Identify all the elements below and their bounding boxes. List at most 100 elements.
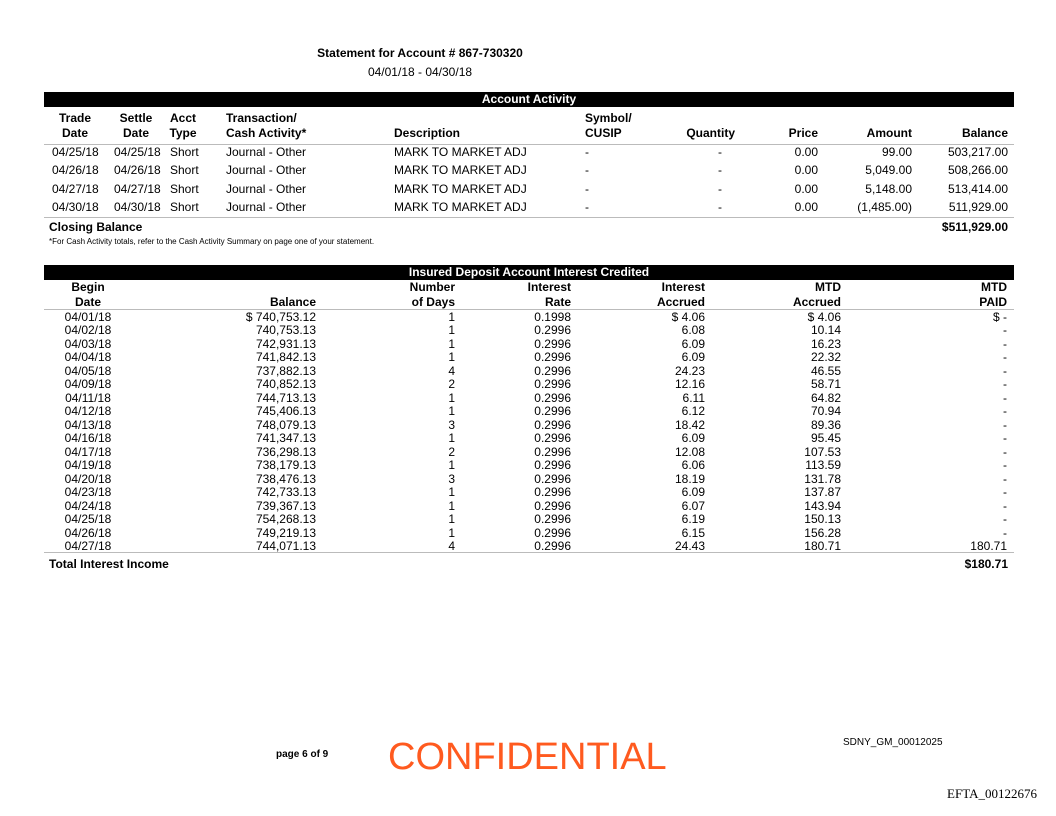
activity-cell-settle-date: 04/26/18 bbox=[114, 163, 161, 178]
interest-cell-days: 1 bbox=[448, 310, 455, 324]
interest-cell-mtd-paid: - bbox=[1003, 471, 1007, 486]
interest-cell-balance: 744,713.13 bbox=[255, 390, 316, 405]
interest-cell-begin-date: 04/13/18 bbox=[64, 417, 112, 432]
footnote: *For Cash Activity totals, refer to the … bbox=[49, 237, 375, 246]
interest-cell-balance: 742,931.13 bbox=[255, 336, 316, 351]
header-quantity: Quantity bbox=[686, 126, 735, 140]
activity-cell-trade-date: 04/26/18 bbox=[52, 163, 99, 178]
interest-cell-mtd-accrued: 64.82 bbox=[810, 390, 841, 405]
activity-cell-balance: 513,414.00 bbox=[947, 181, 1008, 196]
interest-cell-accrued: 6.09 bbox=[681, 431, 705, 446]
divider bbox=[44, 144, 1014, 145]
interest-cell-accrued: 12.16 bbox=[674, 377, 705, 392]
interest-cell-balance: 741,347.13 bbox=[255, 431, 316, 446]
interest-cell-accrued: $ 4.06 bbox=[671, 310, 705, 324]
interest-cell-accrued: 18.42 bbox=[674, 417, 705, 432]
activity-cell-quantity: - bbox=[718, 163, 722, 178]
activity-cell-balance: 511,929.00 bbox=[948, 199, 1008, 214]
interest-cell-rate: 0.2996 bbox=[534, 323, 571, 338]
interest-cell-mtd-accrued: 46.55 bbox=[810, 363, 841, 378]
interest-cell-accrued: 6.12 bbox=[681, 404, 705, 419]
interest-cell-balance: 740,753.13 bbox=[255, 323, 316, 338]
interest-cell-mtd-paid: - bbox=[1003, 485, 1007, 500]
interest-cell-days: 1 bbox=[448, 350, 455, 365]
interest-cell-balance: 736,298.13 bbox=[255, 444, 316, 459]
interest-cell-accrued: 6.15 bbox=[681, 525, 705, 540]
header-acct-type: Acct bbox=[169, 111, 196, 125]
interest-cell-accrued: 12.08 bbox=[674, 444, 705, 459]
account-activity-title: Account Activity bbox=[44, 92, 1014, 107]
activity-cell-quantity: - bbox=[718, 199, 722, 214]
interest-cell-rate: 0.2996 bbox=[534, 458, 571, 473]
interest-cell-days: 1 bbox=[448, 498, 455, 513]
interest-cell-days: 1 bbox=[448, 431, 455, 446]
interest-cell-mtd-paid: - bbox=[1003, 363, 1007, 378]
total-interest-value: $180.71 bbox=[964, 557, 1008, 571]
interest-cell-accrued: 6.09 bbox=[681, 350, 705, 365]
interest-cell-accrued: 6.08 bbox=[681, 323, 705, 338]
divider bbox=[44, 552, 1014, 553]
activity-cell-transaction: Journal - Other bbox=[226, 199, 307, 214]
activity-cell-transaction: Journal - Other bbox=[226, 181, 307, 196]
header-begin-date: Begin bbox=[71, 280, 105, 294]
interest-cell-mtd-paid: - bbox=[1003, 498, 1007, 513]
interest-cell-begin-date: 04/02/18 bbox=[64, 323, 112, 338]
header-acct-type: Type bbox=[169, 126, 197, 140]
interest-cell-mtd-paid: - bbox=[1003, 417, 1007, 432]
activity-cell-balance: 503,217.00 bbox=[947, 145, 1008, 159]
interest-cell-accrued: 24.23 bbox=[674, 363, 705, 378]
interest-cell-mtd-accrued: 95.45 bbox=[810, 431, 841, 446]
header-mtd-paid: MTD bbox=[981, 280, 1007, 294]
activity-cell-settle-date: 04/27/18 bbox=[114, 181, 161, 196]
header-trade-date: Trade bbox=[58, 111, 91, 125]
interest-cell-mtd-paid: - bbox=[1003, 512, 1007, 527]
interest-cell-mtd-accrued: 180.71 bbox=[804, 538, 841, 553]
interest-cell-rate: 0.2996 bbox=[534, 485, 571, 500]
interest-cell-balance: 737,882.13 bbox=[255, 363, 316, 378]
interest-cell-days: 2 bbox=[448, 377, 455, 392]
activity-cell-amount: 5,148.00 bbox=[865, 181, 912, 196]
activity-cell-quantity: - bbox=[718, 145, 722, 159]
statement-title: Statement for Account # 867-730320 bbox=[317, 46, 523, 60]
interest-cell-begin-date: 04/01/18 bbox=[64, 310, 112, 324]
header-amount: Amount bbox=[866, 126, 912, 140]
interest-cell-rate: 0.1998 bbox=[534, 310, 571, 324]
interest-cell-mtd-accrued: 58.71 bbox=[810, 377, 841, 392]
interest-cell-mtd-accrued: 107.53 bbox=[804, 444, 841, 459]
interest-cell-begin-date: 04/03/18 bbox=[64, 336, 112, 351]
interest-cell-begin-date: 04/11/18 bbox=[65, 390, 111, 405]
interest-cell-days: 1 bbox=[448, 512, 455, 527]
interest-cell-begin-date: 04/26/18 bbox=[64, 525, 112, 540]
interest-cell-days: 2 bbox=[448, 444, 455, 459]
interest-cell-mtd-accrued: 16.23 bbox=[810, 336, 841, 351]
interest-cell-mtd-paid: - bbox=[1003, 444, 1007, 459]
activity-cell-settle-date: 04/30/18 bbox=[114, 199, 161, 214]
activity-cell-symbol: - bbox=[585, 199, 589, 214]
interest-cell-begin-date: 04/04/18 bbox=[64, 350, 112, 365]
header-days: of Days bbox=[411, 295, 455, 309]
interest-cell-begin-date: 04/25/18 bbox=[64, 512, 112, 527]
interest-cell-mtd-accrued: 137.87 bbox=[804, 485, 841, 500]
interest-cell-balance: 744,071.13 bbox=[255, 538, 316, 553]
activity-cell-acct-type: Short bbox=[170, 181, 199, 196]
header-rate: Interest bbox=[527, 280, 571, 294]
header-settle-date: Settle bbox=[119, 111, 153, 125]
header-mtd-accrued: Accrued bbox=[792, 295, 841, 309]
activity-cell-transaction: Journal - Other bbox=[226, 145, 307, 159]
activity-cell-symbol: - bbox=[585, 181, 589, 196]
interest-cell-mtd-accrued: 89.36 bbox=[810, 417, 841, 432]
efta-number: EFTA_00122676 bbox=[947, 786, 1037, 801]
activity-cell-acct-type: Short bbox=[170, 199, 199, 214]
interest-cell-balance: 742,733.13 bbox=[255, 485, 316, 500]
activity-cell-amount: 5,049.00 bbox=[865, 163, 912, 178]
interest-cell-balance: 739,367.13 bbox=[255, 498, 316, 513]
interest-cell-days: 1 bbox=[448, 485, 455, 500]
interest-cell-begin-date: 04/16/18 bbox=[64, 431, 112, 446]
activity-cell-balance: 508,266.00 bbox=[947, 163, 1008, 178]
interest-cell-accrued: 6.07 bbox=[681, 498, 705, 513]
interest-cell-accrued: 6.11 bbox=[682, 390, 705, 405]
header-symbol: CUSIP bbox=[585, 126, 622, 140]
interest-cell-mtd-paid: - bbox=[1003, 350, 1007, 365]
interest-cell-rate: 0.2996 bbox=[534, 512, 571, 527]
header-mtd-paid: PAID bbox=[979, 295, 1007, 309]
